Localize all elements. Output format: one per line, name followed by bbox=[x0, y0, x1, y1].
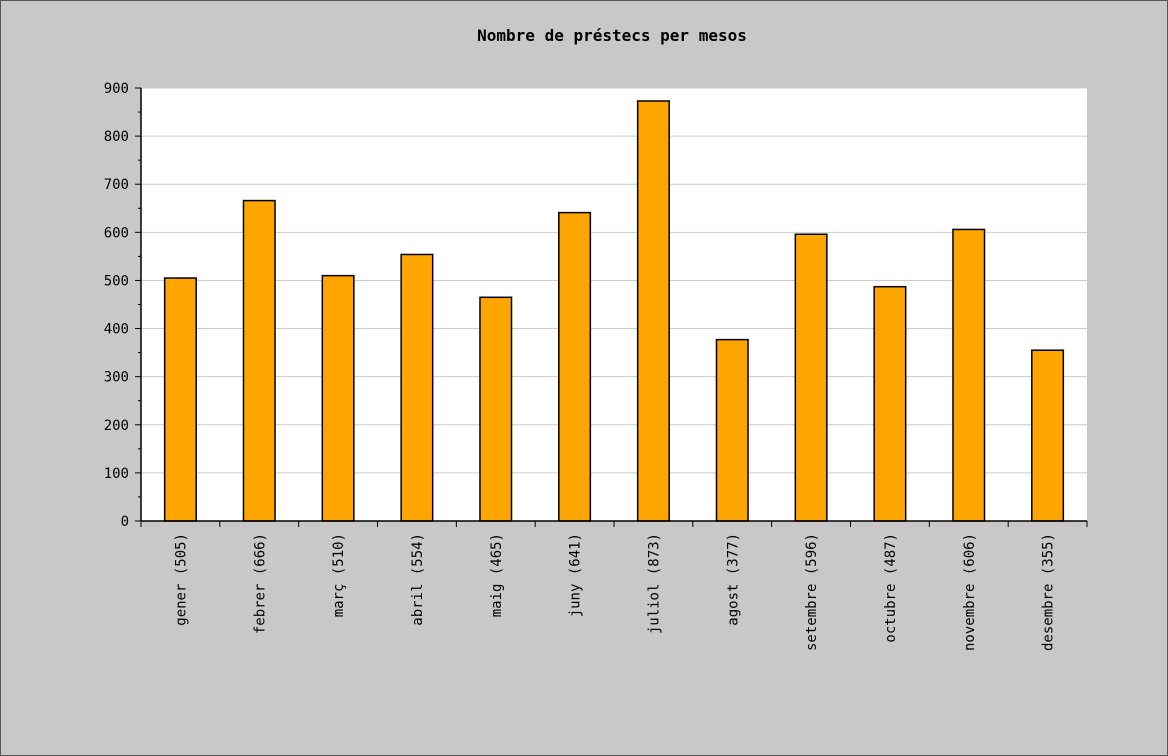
x-tick-label: gener (505) bbox=[173, 533, 189, 626]
y-tick-label: 100 bbox=[104, 466, 129, 482]
bar bbox=[794, 233, 828, 522]
bars bbox=[163, 100, 1065, 522]
x-tick-label: agost (377) bbox=[725, 533, 741, 626]
y-tick-label: 0 bbox=[121, 514, 129, 530]
bar bbox=[952, 228, 986, 522]
y-tick-labels: 0 100 200 300 400 500 600 700 800 900 bbox=[104, 81, 129, 530]
x-tick-label: novembre (606) bbox=[962, 533, 978, 651]
bar bbox=[321, 274, 355, 522]
y-tick-label: 400 bbox=[104, 322, 129, 338]
grid-lines bbox=[141, 87, 1087, 474]
bar bbox=[400, 253, 434, 522]
y-tick-label: 200 bbox=[104, 418, 129, 434]
x-tick-label: octubre (487) bbox=[883, 533, 899, 643]
x-tick-label: juny (641) bbox=[568, 533, 584, 617]
bar bbox=[636, 100, 670, 522]
bar bbox=[242, 199, 276, 522]
x-tick-label: desembre (355) bbox=[1041, 533, 1057, 651]
y-tick-label: 900 bbox=[104, 81, 129, 97]
bar bbox=[873, 285, 907, 522]
x-tick-label: febrer (666) bbox=[252, 533, 268, 634]
x-tick-label: maig (465) bbox=[489, 533, 505, 617]
bar bbox=[163, 277, 197, 522]
bar bbox=[558, 211, 592, 522]
x-tick-label: abril (554) bbox=[410, 533, 426, 626]
chart-title: Nombre de préstecs per mesos bbox=[477, 26, 747, 45]
bar bbox=[479, 296, 513, 522]
bar bbox=[1031, 349, 1065, 522]
y-tick-label: 300 bbox=[104, 370, 129, 386]
y-tick-label: 500 bbox=[104, 273, 129, 289]
axes bbox=[135, 87, 1088, 527]
x-tick-label: març (510) bbox=[331, 533, 347, 617]
plot-area bbox=[141, 88, 1087, 521]
y-tick-label: 800 bbox=[104, 129, 129, 145]
bar bbox=[715, 338, 749, 522]
x-tick-label: juliol (873) bbox=[646, 533, 662, 634]
y-tick-label: 600 bbox=[104, 225, 129, 241]
x-tick-labels: gener (505) febrer (666) març (510) abril (… bbox=[173, 533, 1056, 651]
x-tick-label: setembre (596) bbox=[804, 533, 820, 651]
y-tick-label: 700 bbox=[104, 177, 129, 193]
